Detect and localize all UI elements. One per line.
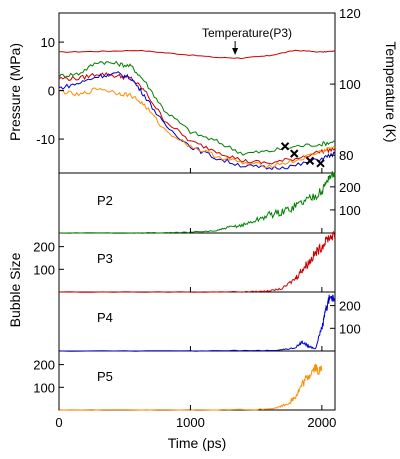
y-tick-label-p2-0: 100	[339, 203, 361, 218]
y-tick-label-temperature-0: 80	[339, 148, 353, 163]
x-axis-label: Time (ps)	[168, 435, 227, 451]
x-tick-label-0: 0	[55, 415, 62, 430]
y-axis-label-pressure: Pressure (MPa)	[7, 43, 23, 141]
y-tick-label-p3-0: 100	[33, 262, 55, 277]
cross-marker-3	[305, 156, 315, 166]
annotation-arrow-head	[232, 48, 239, 55]
y-tick-label-pressure-0: -10	[36, 132, 55, 147]
cross-marker-1	[280, 142, 290, 151]
annotation-temperature-p3: Temperature(P3)	[202, 26, 292, 40]
cross-marker-2	[290, 149, 299, 158]
y-tick-label-pressure-2: 10	[41, 35, 55, 50]
series-line-1	[58, 49, 336, 60]
bubble-line-p3	[58, 230, 336, 293]
series-line-5	[58, 87, 336, 169]
y-axis-label-temperature: Temperature (K)	[383, 41, 399, 142]
series-line-4	[58, 71, 336, 171]
panel-label-p4: P4	[97, 310, 113, 325]
x-tick-label-1: 1000	[176, 415, 205, 430]
y-tick-label-p4-0: 100	[339, 321, 361, 336]
series-line-2	[58, 60, 336, 156]
y-tick-label-p4-1: 200	[339, 299, 361, 314]
x-tick-label-2: 2000	[307, 415, 336, 430]
y-tick-label-temperature-2: 120	[339, 6, 361, 21]
cross-marker-4	[316, 159, 325, 168]
y-axis-label-bubble-size: Bubble Size	[7, 252, 23, 327]
y-tick-label-temperature-1: 100	[339, 77, 361, 92]
y-tick-label-p2-1: 200	[339, 180, 361, 195]
data-layer	[58, 41, 336, 411]
y-tick-label-p3-1: 200	[33, 240, 55, 255]
bubble-line-p2	[58, 171, 336, 234]
panel-label-p2: P2	[97, 193, 113, 208]
bubble-line-p4	[58, 294, 336, 352]
y-tick-label-p5-0: 100	[33, 380, 55, 395]
panel-label-p3: P3	[97, 251, 113, 266]
series-line-3	[58, 71, 336, 165]
bubble-line-p5	[58, 363, 323, 411]
panel-label-p5: P5	[97, 369, 113, 384]
y-tick-label-p5-1: 200	[33, 358, 55, 373]
y-tick-label-pressure-1: 0	[48, 84, 55, 99]
